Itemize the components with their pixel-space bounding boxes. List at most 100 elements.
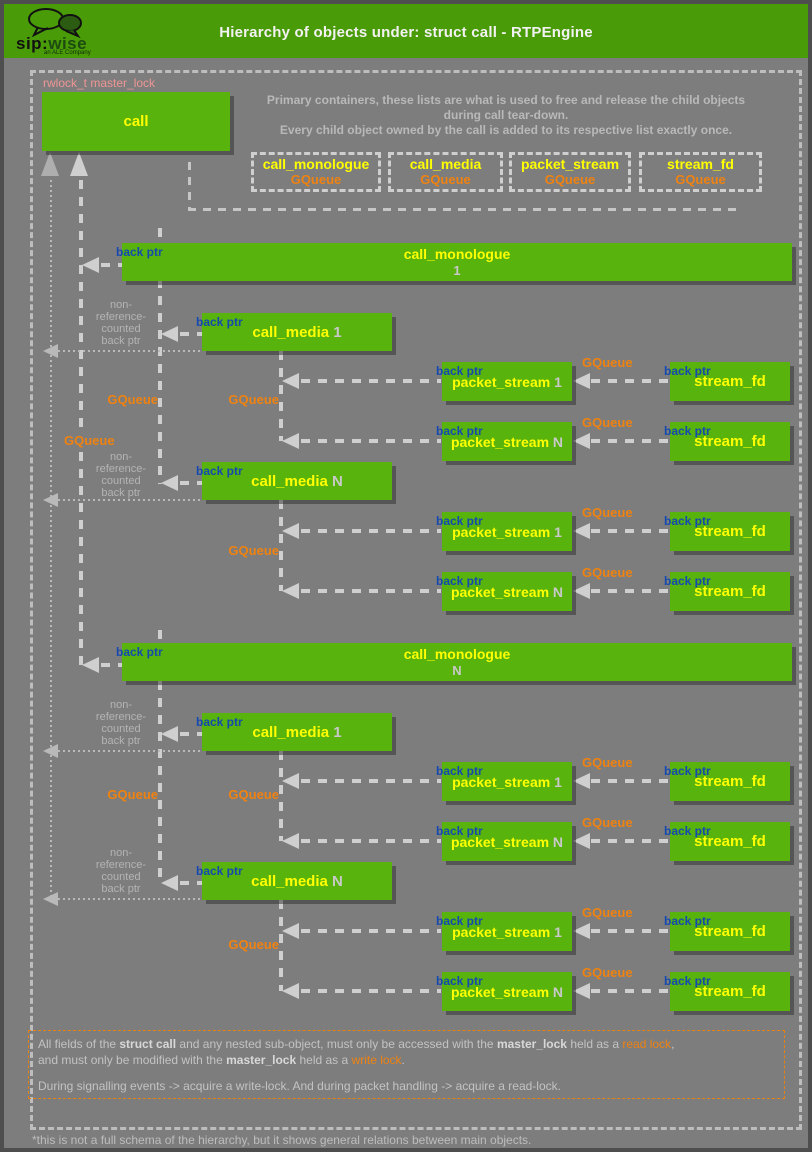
left-arrow-icon — [573, 833, 590, 849]
left-arrow-icon — [282, 983, 299, 999]
intro-line-2: during call tear-down. — [443, 108, 569, 122]
node-name: call_media — [252, 723, 330, 741]
note-line-3: During signalling events -> acquire a wr… — [38, 1079, 561, 1093]
back-ptr-label: back ptr — [116, 245, 163, 259]
call-box-label: call — [123, 113, 149, 130]
back-ptr-label: back ptr — [664, 824, 711, 838]
nonref-connector-dotted — [58, 350, 202, 352]
streamfd-connector-dash — [591, 839, 669, 843]
stream-fd-box: stream_fd — [670, 822, 790, 861]
back-ptr-label: back ptr — [436, 974, 483, 988]
back-ptr-label: back ptr — [664, 974, 711, 988]
node-index: N — [332, 472, 343, 490]
nonref-connector-dotted — [58, 499, 202, 501]
streamfd-connector-dash — [591, 439, 669, 443]
back-ptr-label: back ptr — [436, 764, 483, 778]
back-ptr-label: back ptr — [664, 914, 711, 928]
left-arrow-icon — [82, 657, 99, 673]
gqueue-label-streamfd: GQueue — [582, 905, 633, 920]
packet-stream-box: packet_stream N — [442, 822, 572, 861]
back-ptr-label: back ptr — [116, 645, 163, 659]
left-arrow-icon — [282, 433, 299, 449]
intro-line-1: Primary containers, these lists are what… — [266, 93, 746, 107]
node-index: 1 — [453, 262, 461, 278]
call-media-N-box-g2: call_media N — [202, 862, 392, 900]
call-media-1-box-g1: call_media 1 — [202, 313, 392, 351]
left-arrow-icon — [573, 923, 590, 939]
gqueue-label-packet-trunk-1: GQueue — [228, 392, 279, 407]
node-name: call_media — [251, 872, 328, 890]
nonref-connector-dotted — [58, 750, 202, 752]
back-ptr-label: back ptr — [436, 424, 483, 438]
legend-gqueue: GQueue — [544, 172, 596, 187]
gqueue-label-media-trunk-2: GQueue — [107, 787, 158, 802]
packet-stream-box: packet_stream 1 — [442, 912, 572, 951]
backptr-trunk-up-arrow-icon — [70, 152, 88, 176]
footnote-text: *this is not a full schema of the hierar… — [32, 1133, 532, 1147]
back-ptr-label: back ptr — [196, 464, 243, 478]
logo-sip: sip: — [16, 34, 49, 53]
packet-connector-dash — [301, 989, 441, 993]
back-ptr-label: back ptr — [664, 424, 711, 438]
packet-stream-box: packet_stream N — [442, 572, 572, 611]
packet-stream-box: packet_stream 1 — [442, 362, 572, 401]
back-ptr-label: back ptr — [196, 864, 243, 878]
packet-stream-box: packet_stream 1 — [442, 512, 572, 551]
streamfd-connector-dash — [591, 929, 669, 933]
nonref-trunk-up-arrow-icon — [41, 152, 59, 176]
left-arrow-icon — [282, 583, 299, 599]
nonref-backptr-trunk — [50, 180, 52, 899]
streamfd-connector-dash — [591, 989, 669, 993]
call-media-N-box-g1: call_media N — [202, 462, 392, 500]
note-line-2: and must only be modified with the maste… — [38, 1053, 405, 1067]
monologue-connector-dash — [101, 263, 122, 267]
node-name: call_media — [251, 472, 328, 490]
legend-box-stream-fd: stream_fd GQueue — [639, 152, 762, 192]
streamfd-connector-dash — [591, 589, 669, 593]
packet-connector-dash — [301, 439, 441, 443]
dotted-left-arrow-icon — [43, 493, 58, 507]
legend-name: packet_stream — [520, 156, 620, 172]
non-ref-counted-label: non-reference-counted back ptr — [95, 699, 147, 747]
packet-stream-box: packet_stream N — [442, 422, 572, 461]
media-trunk-group1 — [158, 228, 162, 484]
legend-box-call-media: call_media GQueue — [388, 152, 503, 192]
dotted-left-arrow-icon — [43, 344, 58, 358]
back-ptr-label: back ptr — [436, 574, 483, 588]
media-connector-dash — [180, 332, 202, 336]
non-ref-counted-label: non-reference-counted back ptr — [95, 299, 147, 347]
packet-stream-box: packet_stream N — [442, 972, 572, 1011]
gqueue-label-streamfd: GQueue — [582, 415, 633, 430]
packet-connector-dash — [301, 779, 441, 783]
back-ptr-label: back ptr — [196, 715, 243, 729]
left-arrow-icon — [161, 326, 178, 342]
header-bar: sip:wise an ALE Company Hierarchy of obj… — [0, 2, 812, 58]
left-arrow-icon — [573, 773, 590, 789]
left-arrow-icon — [282, 923, 299, 939]
back-ptr-label: back ptr — [196, 315, 243, 329]
streamfd-connector-dash — [591, 529, 669, 533]
intro-line-3: Every child object owned by the call is … — [279, 123, 733, 137]
left-arrow-icon — [573, 433, 590, 449]
legend-gqueue: GQueue — [290, 172, 342, 187]
legend-name: stream_fd — [667, 156, 734, 172]
node-index: 1 — [333, 323, 342, 341]
page-title: Hierarchy of objects under: struct call … — [219, 24, 593, 41]
back-ptr-label: back ptr — [664, 514, 711, 528]
legend-connector-horizontal — [188, 208, 742, 211]
node-index: N — [332, 872, 343, 890]
call-monologue-1-box: call_monologue 1 — [122, 243, 792, 281]
legend-name: call_monologue — [262, 156, 370, 172]
gqueue-label-streamfd: GQueue — [582, 355, 633, 370]
call-monologue-N-box: call_monologue N — [122, 643, 792, 681]
gqueue-label-monologue-trunk: GQueue — [62, 433, 117, 448]
left-arrow-icon — [82, 257, 99, 273]
media-trunk-group2 — [158, 630, 162, 884]
back-ptr-label: back ptr — [436, 914, 483, 928]
gqueue-label-streamfd: GQueue — [582, 565, 633, 580]
speech-bubbles-icon — [28, 8, 82, 38]
packet-stream-box: packet_stream 1 — [442, 762, 572, 801]
note-line-1: All fields of the struct call and any ne… — [38, 1037, 675, 1051]
streamfd-connector-dash — [591, 379, 669, 383]
dotted-left-arrow-icon — [43, 744, 58, 758]
